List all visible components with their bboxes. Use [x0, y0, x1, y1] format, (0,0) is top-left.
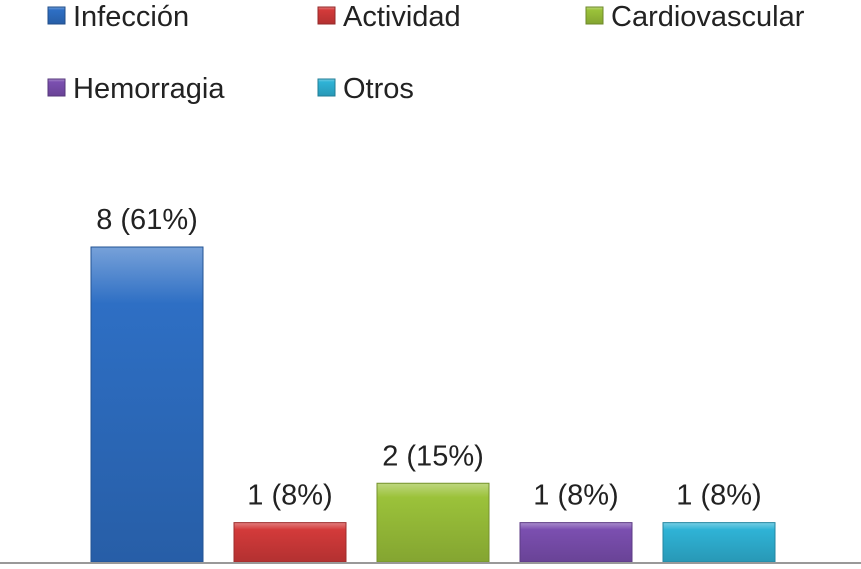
legend-key-4: [317, 78, 336, 97]
bar-0: [90, 246, 204, 563]
bars: [90, 246, 776, 563]
bar-4: [662, 522, 776, 563]
bar-1: [233, 522, 347, 563]
bar-2: [376, 482, 490, 563]
legend-label-2: Cardiovascular: [611, 1, 805, 33]
data-label-3: 1 (8%): [533, 480, 618, 512]
bar-3: [519, 522, 633, 563]
legend-label-0: Infección: [73, 1, 189, 33]
legend-key-0: [47, 6, 66, 25]
legend-key-1: [317, 6, 336, 25]
legend-label-3: Hemorragia: [73, 73, 225, 105]
data-label-0: 8 (61%): [96, 204, 198, 236]
legend-key-3: [47, 78, 66, 97]
data-label-2: 2 (15%): [382, 440, 484, 472]
data-label-1: 1 (8%): [247, 480, 332, 512]
data-label-4: 1 (8%): [676, 480, 761, 512]
legend: Infección Actividad Cardiovascular Hemorrag…: [47, 1, 805, 105]
legend-key-2: [585, 6, 604, 25]
legend-label-1: Actividad: [343, 1, 461, 33]
data-labels: 8 (61%) 1 (8%) 2 (15%) 1 (8%) 1 (8%): [96, 204, 761, 512]
legend-label-4: Otros: [343, 73, 414, 105]
